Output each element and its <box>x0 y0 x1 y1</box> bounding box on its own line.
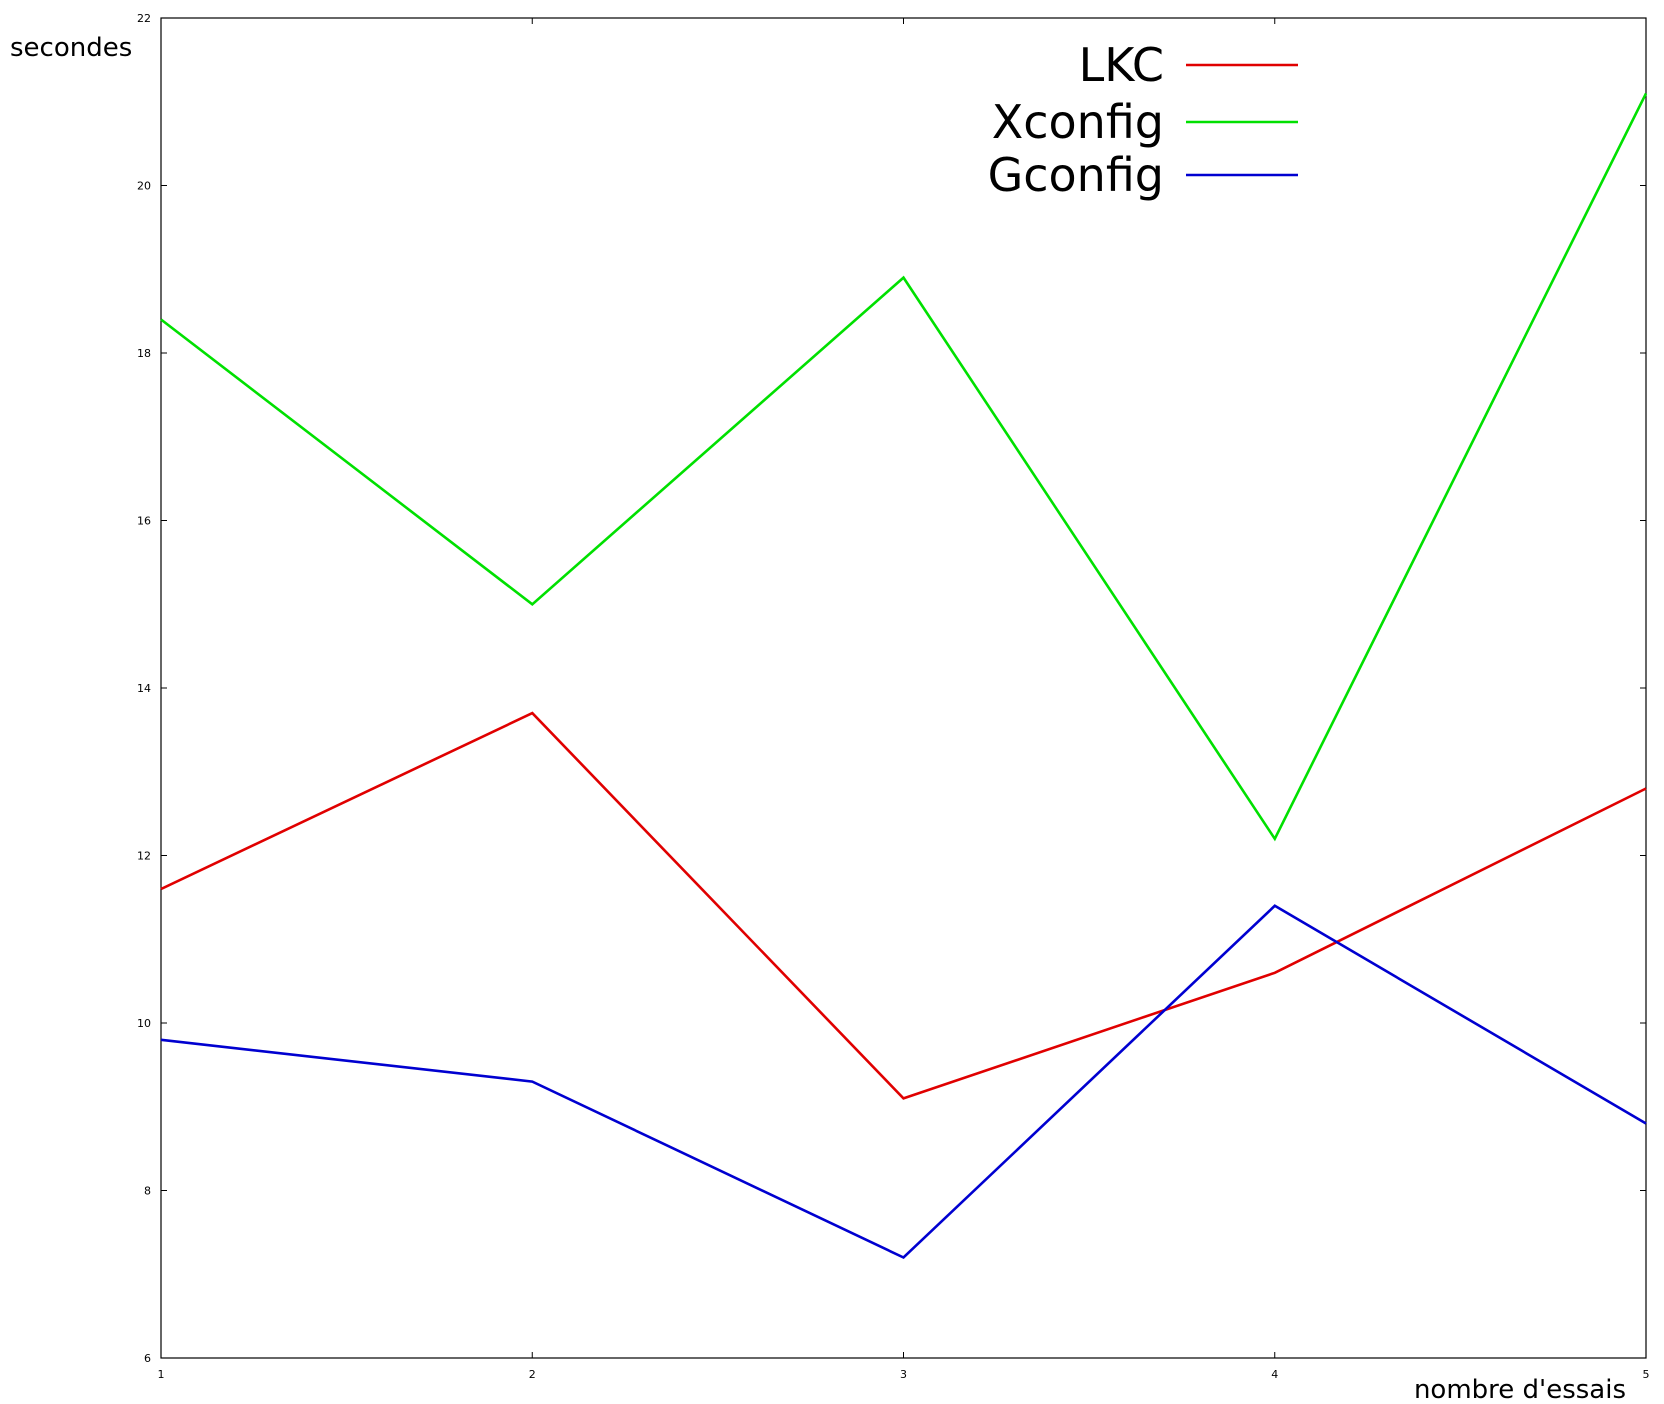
legend-label-gconfig: Gconfig <box>988 148 1164 202</box>
x-axis-ticks: 1 2 3 4 5 <box>158 18 1650 1381</box>
y-tick-label: 10 <box>137 1017 151 1030</box>
x-axis-title: nombre d'essais <box>1414 1375 1626 1404</box>
y-axis-title: secondes <box>10 33 132 63</box>
x-tick-label: 5 <box>1643 1368 1650 1381</box>
y-tick-label: 14 <box>137 682 151 695</box>
legend-label-lkc: LKC <box>1079 38 1164 92</box>
y-tick-label: 6 <box>144 1352 151 1365</box>
legend-label-xconfig: Xconfig <box>992 95 1164 149</box>
plot-frame <box>160 17 1647 1359</box>
series-line-gconfig <box>160 904 1647 1260</box>
y-tick-label: 20 <box>137 180 151 193</box>
y-axis-ticks: 6 8 10 12 14 16 18 20 22 <box>137 12 1646 1365</box>
series-line-xconfig <box>160 92 1648 842</box>
x-tick-label: 3 <box>900 1368 907 1381</box>
y-tick-label: 16 <box>137 515 151 528</box>
y-tick-label: 12 <box>137 850 151 863</box>
y-tick-label: 18 <box>137 347 151 360</box>
x-tick-label: 2 <box>529 1368 536 1381</box>
x-tick-label: 1 <box>158 1368 165 1381</box>
series-line-lkc <box>160 711 1647 1100</box>
series-lines <box>160 92 1648 1260</box>
y-tick-label: 8 <box>144 1185 151 1198</box>
y-tick-label: 22 <box>137 12 151 25</box>
x-tick-label: 4 <box>1271 1368 1278 1381</box>
